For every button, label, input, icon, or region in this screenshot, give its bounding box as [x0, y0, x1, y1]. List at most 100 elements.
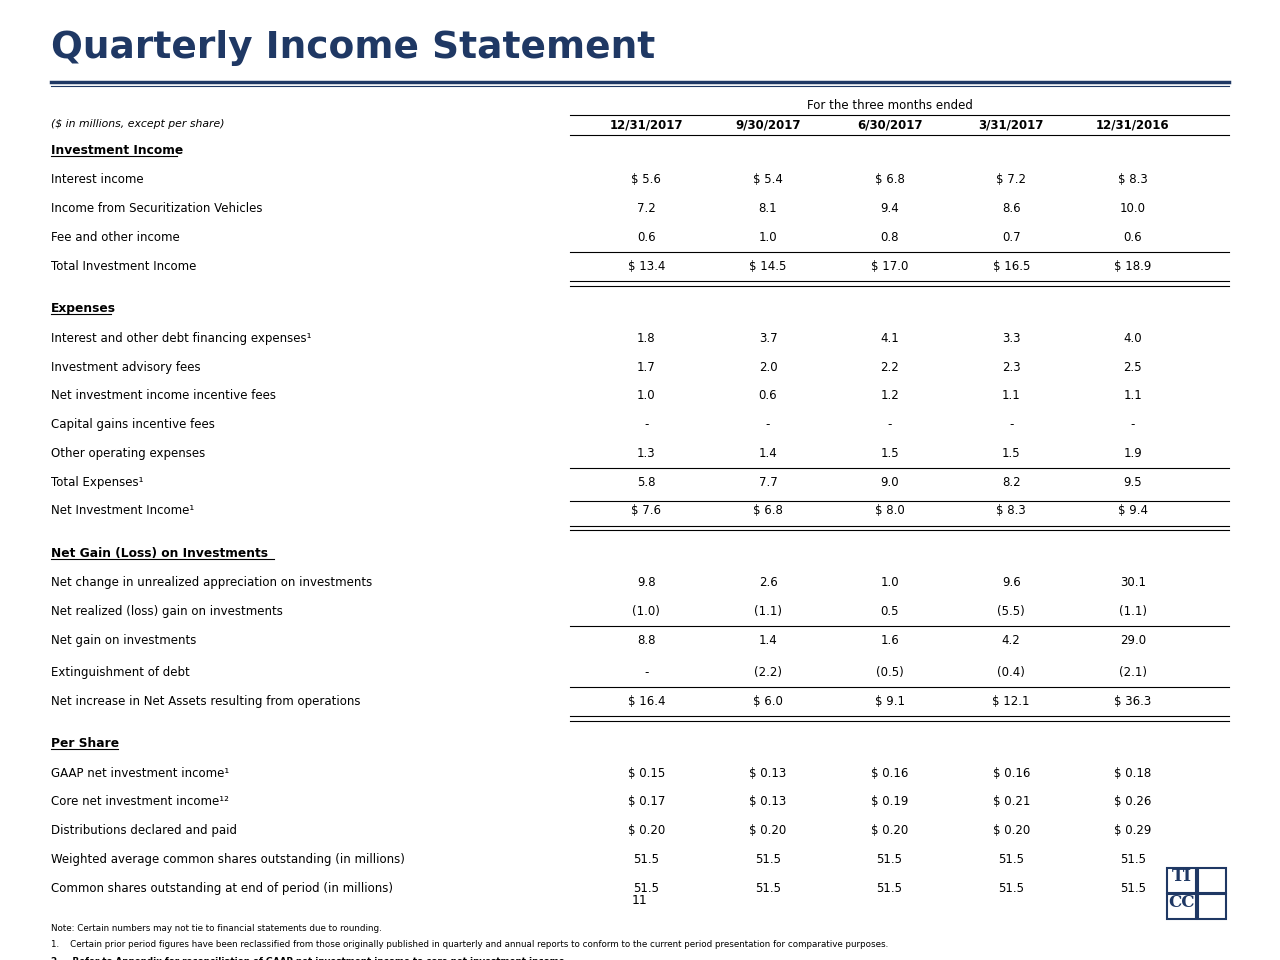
Text: Extinguishment of debt: Extinguishment of debt	[51, 666, 189, 679]
Text: -: -	[644, 418, 649, 431]
Text: 4.0: 4.0	[1124, 332, 1142, 345]
Text: 0.6: 0.6	[637, 231, 655, 244]
Text: Distributions declared and paid: Distributions declared and paid	[51, 825, 237, 837]
Text: Net gain on investments: Net gain on investments	[51, 634, 197, 647]
Text: 1.4: 1.4	[759, 634, 777, 647]
Text: 6/30/2017: 6/30/2017	[856, 119, 923, 132]
Text: 8.8: 8.8	[637, 634, 655, 647]
Text: CC: CC	[1169, 895, 1194, 911]
Text: Interest income: Interest income	[51, 174, 143, 186]
Text: Net increase in Net Assets resulting from operations: Net increase in Net Assets resulting fro…	[51, 695, 361, 708]
Text: (1.0): (1.0)	[632, 605, 660, 618]
Text: $ 0.17: $ 0.17	[627, 796, 666, 808]
Text: 8.6: 8.6	[1002, 203, 1020, 215]
Text: 10.0: 10.0	[1120, 203, 1146, 215]
Text: Expenses: Expenses	[51, 302, 116, 315]
Text: 0.6: 0.6	[759, 390, 777, 402]
Text: 9/30/2017: 9/30/2017	[735, 119, 801, 132]
Text: 7.2: 7.2	[637, 203, 655, 215]
Text: Net realized (loss) gain on investments: Net realized (loss) gain on investments	[51, 605, 283, 618]
Text: 51.5: 51.5	[1120, 882, 1146, 895]
Text: Income from Securitization Vehicles: Income from Securitization Vehicles	[51, 203, 262, 215]
Text: $ 9.4: $ 9.4	[1117, 504, 1148, 517]
Text: 2.3: 2.3	[1002, 361, 1020, 373]
Text: 9.6: 9.6	[1002, 576, 1020, 589]
Text: $ 5.6: $ 5.6	[631, 174, 662, 186]
Text: 1.9: 1.9	[1124, 446, 1142, 460]
Text: 1.7: 1.7	[637, 361, 655, 373]
Text: 9.8: 9.8	[637, 576, 655, 589]
Text: 51.5: 51.5	[634, 882, 659, 895]
FancyBboxPatch shape	[1167, 895, 1196, 919]
FancyBboxPatch shape	[1167, 869, 1196, 893]
Text: (5.5): (5.5)	[997, 605, 1025, 618]
Text: 51.5: 51.5	[755, 853, 781, 866]
Text: 1.5: 1.5	[881, 446, 899, 460]
Text: 1.1: 1.1	[1002, 390, 1020, 402]
Text: -: -	[1009, 418, 1014, 431]
Text: 4.2: 4.2	[1002, 634, 1020, 647]
Text: 2.2: 2.2	[881, 361, 899, 373]
Text: 0.6: 0.6	[1124, 231, 1142, 244]
Text: Total Investment Income: Total Investment Income	[51, 260, 197, 273]
Text: 1.1: 1.1	[1124, 390, 1142, 402]
Text: 1.4: 1.4	[759, 446, 777, 460]
Text: 1.0: 1.0	[637, 390, 655, 402]
Text: 12/31/2017: 12/31/2017	[609, 119, 684, 132]
Text: $ 6.8: $ 6.8	[753, 504, 783, 517]
Text: ($ in millions, except per share): ($ in millions, except per share)	[51, 119, 225, 129]
Text: $ 0.29: $ 0.29	[1114, 825, 1152, 837]
FancyBboxPatch shape	[1198, 895, 1226, 919]
Text: $ 0.13: $ 0.13	[749, 767, 787, 780]
Text: Net investment income incentive fees: Net investment income incentive fees	[51, 390, 276, 402]
Text: 1.8: 1.8	[637, 332, 655, 345]
Text: 4.1: 4.1	[881, 332, 899, 345]
Text: 11: 11	[632, 895, 648, 907]
Text: 7.7: 7.7	[759, 475, 777, 489]
Text: $ 6.8: $ 6.8	[874, 174, 905, 186]
Text: 2.6: 2.6	[759, 576, 777, 589]
Text: (0.5): (0.5)	[876, 666, 904, 679]
Text: Net change in unrealized appreciation on investments: Net change in unrealized appreciation on…	[51, 576, 372, 589]
Text: 9.0: 9.0	[881, 475, 899, 489]
Text: 1.3: 1.3	[637, 446, 655, 460]
Text: Common shares outstanding at end of period (in millions): Common shares outstanding at end of peri…	[51, 882, 393, 895]
Text: -: -	[1130, 418, 1135, 431]
Text: 0.8: 0.8	[881, 231, 899, 244]
Text: 51.5: 51.5	[877, 882, 902, 895]
Text: Investment Income: Investment Income	[51, 144, 183, 156]
Text: $ 36.3: $ 36.3	[1114, 695, 1152, 708]
Text: 8.2: 8.2	[1002, 475, 1020, 489]
Text: (1.1): (1.1)	[1119, 605, 1147, 618]
Text: 2.    Refer to Appendix for reconciliation of GAAP net investment income to core: 2. Refer to Appendix for reconciliation …	[51, 957, 568, 960]
Text: $ 0.20: $ 0.20	[992, 825, 1030, 837]
Text: 3/31/2017: 3/31/2017	[978, 119, 1044, 132]
Text: Fee and other income: Fee and other income	[51, 231, 180, 244]
Text: $ 0.15: $ 0.15	[627, 767, 666, 780]
Text: 51.5: 51.5	[634, 853, 659, 866]
Text: $ 8.3: $ 8.3	[1117, 174, 1148, 186]
Text: $ 13.4: $ 13.4	[627, 260, 666, 273]
Text: $ 0.20: $ 0.20	[749, 825, 787, 837]
Text: Note: Certain numbers may not tie to financial statements due to rounding.: Note: Certain numbers may not tie to fin…	[51, 924, 381, 932]
Text: Interest and other debt financing expenses¹: Interest and other debt financing expens…	[51, 332, 312, 345]
Text: 1.0: 1.0	[881, 576, 899, 589]
Text: Net Investment Income¹: Net Investment Income¹	[51, 504, 195, 517]
Text: Capital gains incentive fees: Capital gains incentive fees	[51, 418, 215, 431]
Text: 1.5: 1.5	[1002, 446, 1020, 460]
Text: $ 0.20: $ 0.20	[627, 825, 666, 837]
Text: For the three months ended: For the three months ended	[806, 99, 973, 112]
Text: GAAP net investment income¹: GAAP net investment income¹	[51, 767, 229, 780]
Text: $ 6.0: $ 6.0	[753, 695, 783, 708]
Text: $ 7.6: $ 7.6	[631, 504, 662, 517]
Text: 9.4: 9.4	[881, 203, 899, 215]
Text: (2.1): (2.1)	[1119, 666, 1147, 679]
Text: 51.5: 51.5	[998, 853, 1024, 866]
Text: Net Gain (Loss) on Investments: Net Gain (Loss) on Investments	[51, 546, 269, 560]
Text: 0.5: 0.5	[881, 605, 899, 618]
Text: 30.1: 30.1	[1120, 576, 1146, 589]
Text: 3.3: 3.3	[1002, 332, 1020, 345]
Text: $ 9.1: $ 9.1	[874, 695, 905, 708]
Text: (2.2): (2.2)	[754, 666, 782, 679]
Text: Weighted average common shares outstanding (in millions): Weighted average common shares outstandi…	[51, 853, 404, 866]
